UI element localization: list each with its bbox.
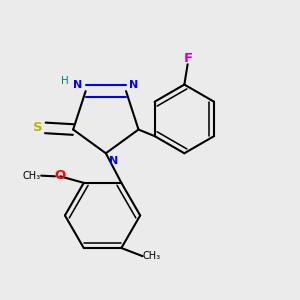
Text: S: S [33,122,43,134]
Text: N: N [73,80,82,90]
Text: CH₃: CH₃ [23,171,41,181]
Text: N: N [129,80,138,90]
Text: F: F [184,52,193,65]
Text: H: H [61,76,68,86]
Text: N: N [110,157,118,166]
Text: O: O [54,169,65,182]
Text: CH₃: CH₃ [143,251,161,261]
